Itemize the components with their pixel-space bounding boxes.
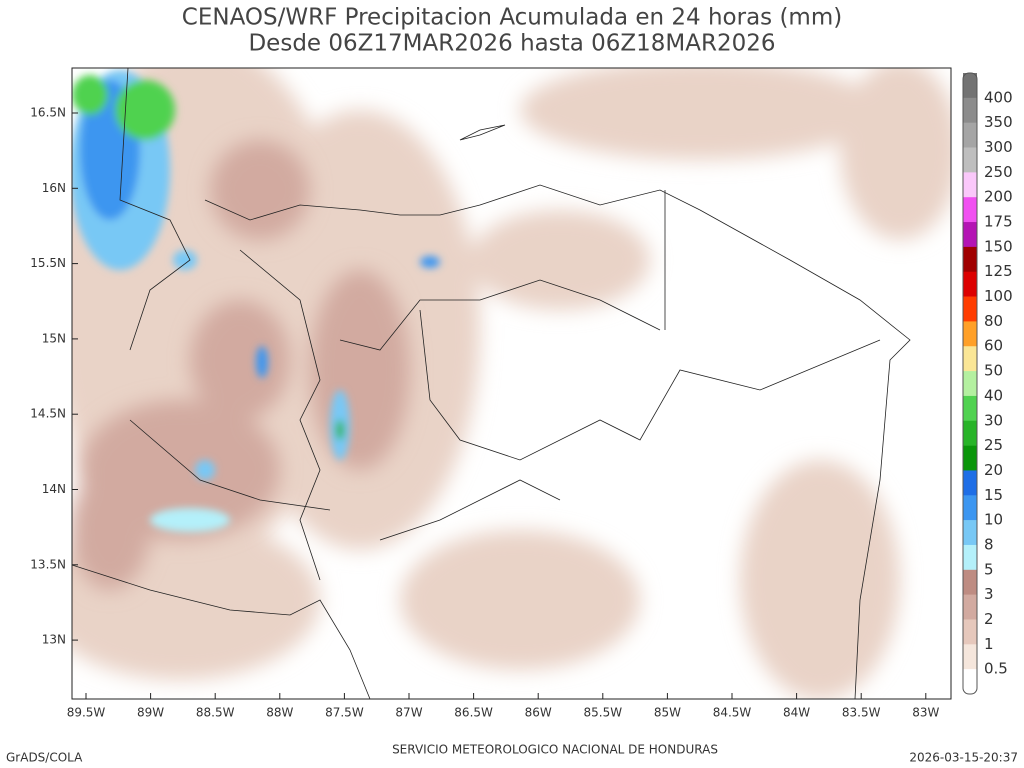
footer-left: GrADS/COLA <box>6 751 83 765</box>
lon-label: 84W <box>783 706 810 720</box>
footer-right: 2026-03-15-20:37 <box>909 751 1018 765</box>
colorbar-swatch <box>963 296 977 322</box>
lon-label: 89W <box>137 706 164 720</box>
colorbar-label: 25 <box>984 436 1003 454</box>
title-line: Desde 06Z17MAR2026 hasta 06Z18MAR2026 <box>248 31 775 57</box>
colorbar-label: 80 <box>984 312 1003 330</box>
colorbar-outline <box>962 72 978 695</box>
colorbar-label: 8 <box>984 535 994 553</box>
colorbar-label: 150 <box>984 237 1013 255</box>
colorbar-swatch <box>963 321 977 347</box>
colorbar-label: 15 <box>984 486 1003 504</box>
colorbar-swatch <box>963 395 977 422</box>
precip-field <box>72 68 951 699</box>
coastline <box>72 68 911 699</box>
colorbar-label: 125 <box>984 262 1013 280</box>
lon-label: 83.5W <box>842 706 881 720</box>
colorbar: 4003503002502001751501251008060504030252… <box>962 72 1013 695</box>
axis-ticks: 16.5N 16N 15.5N 15N 14.5N 14N 13.5N 13N 89.5W 89W… <box>30 106 939 720</box>
colorbar-swatch <box>963 371 977 397</box>
colorbar-swatch <box>963 445 977 471</box>
colorbar-swatch <box>963 246 977 273</box>
colorbar-label: 350 <box>984 113 1013 131</box>
lon-label: 87.5W <box>325 706 364 720</box>
lon-label: 83W <box>912 706 939 720</box>
colorbar-swatch <box>963 172 977 198</box>
colorbar-label: 100 <box>984 287 1013 305</box>
colorbar-swatch <box>963 197 977 223</box>
title-line: CENAOS/WRF Precipitacion Acumulada en 24… <box>182 5 842 31</box>
lon-label: 88W <box>266 706 293 720</box>
colorbar-swatch <box>963 520 977 546</box>
colorbar-swatch <box>963 619 977 645</box>
colorbar-label: 20 <box>984 461 1003 479</box>
colorbar-label: 60 <box>984 337 1003 355</box>
lon-label: 86.5W <box>454 706 493 720</box>
colorbar-swatch <box>963 470 977 496</box>
colorbar-label: 200 <box>984 188 1013 206</box>
colorbar-label: 175 <box>984 213 1013 231</box>
colorbar-label: 1 <box>984 635 994 653</box>
lat-label: 16.5N <box>30 106 66 120</box>
lat-label: 14N <box>42 482 66 496</box>
colorbar-swatch <box>963 73 977 99</box>
lon-label: 84.5W <box>713 706 752 720</box>
lat-label: 15N <box>42 331 66 345</box>
lon-label: 85.5W <box>584 706 623 720</box>
colorbar-label: 5 <box>984 560 994 578</box>
colorbar-label: 300 <box>984 138 1013 156</box>
lat-label: 14.5N <box>30 407 66 421</box>
lat-label: 15.5N <box>30 256 66 270</box>
colorbar-swatch <box>963 569 977 595</box>
lat-label: 16N <box>42 181 66 195</box>
colorbar-swatch <box>963 97 977 123</box>
colorbar-swatch <box>963 669 977 695</box>
colorbar-swatch <box>963 222 977 248</box>
colorbar-label: 250 <box>984 163 1013 181</box>
colorbar-label: 10 <box>984 511 1003 529</box>
colorbar-swatch <box>963 594 977 620</box>
lon-label: 88.5W <box>196 706 235 720</box>
colorbar-swatch <box>963 122 977 148</box>
colorbar-swatch <box>963 346 977 372</box>
colorbar-swatch <box>963 495 977 521</box>
colorbar-label: 3 <box>984 585 994 603</box>
colorbar-label: 30 <box>984 411 1003 429</box>
colorbar-swatch <box>963 271 977 297</box>
colorbar-label: 40 <box>984 386 1003 404</box>
lon-label: 85W <box>654 706 681 720</box>
colorbar-swatch <box>963 544 977 571</box>
map-frame <box>71 67 952 700</box>
lat-label: 13.5N <box>30 557 66 571</box>
colorbar-swatch <box>963 147 977 173</box>
footer-center: SERVICIO METEOROLOGICO NACIONAL DE HONDU… <box>392 743 718 757</box>
lat-label: 13N <box>42 633 66 647</box>
colorbar-label: 400 <box>984 88 1013 106</box>
colorbar-label: 2 <box>984 610 994 628</box>
colorbar-label: 50 <box>984 362 1003 380</box>
colorbar-swatch <box>963 420 977 446</box>
colorbar-swatch <box>963 644 977 670</box>
lon-label: 86W <box>525 706 552 720</box>
lon-label: 89.5W <box>67 706 106 720</box>
lon-label: 87W <box>395 706 422 720</box>
colorbar-label: 0.5 <box>984 660 1008 678</box>
